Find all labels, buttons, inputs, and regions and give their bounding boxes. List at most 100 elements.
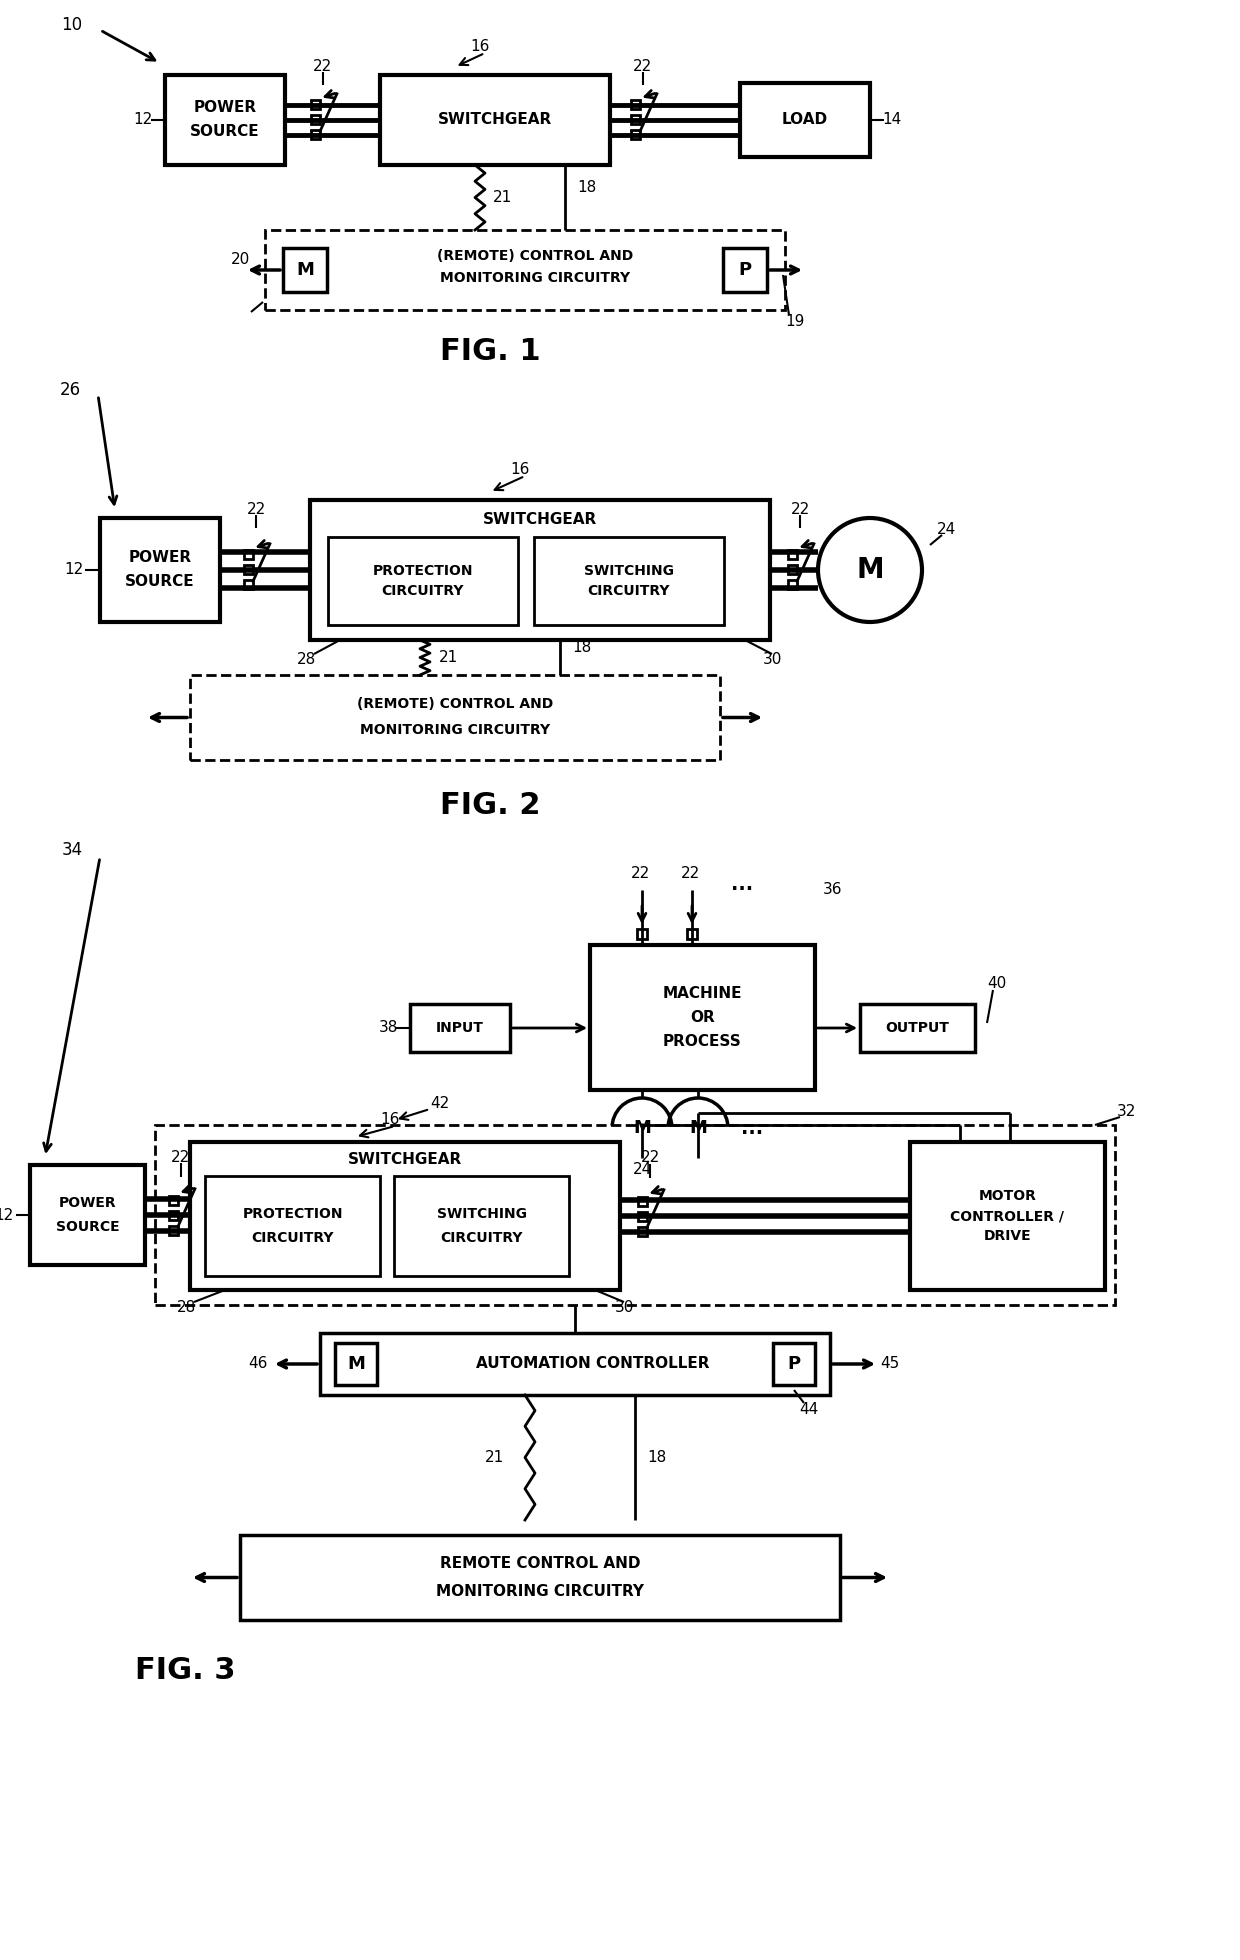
Bar xyxy=(379,74,610,165)
Text: AUTOMATION CONTROLLER: AUTOMATION CONTROLLER xyxy=(476,1356,709,1372)
Text: PROCESS: PROCESS xyxy=(663,1035,742,1049)
Text: 24: 24 xyxy=(632,1162,652,1178)
Text: DRIVE: DRIVE xyxy=(983,1229,1032,1243)
Text: 22: 22 xyxy=(790,502,810,517)
Text: 18: 18 xyxy=(647,1450,667,1464)
Text: CONTROLLER /: CONTROLLER / xyxy=(951,1209,1064,1223)
Text: SWITCHING: SWITCHING xyxy=(436,1207,527,1221)
Text: MOTOR: MOTOR xyxy=(978,1190,1037,1203)
Bar xyxy=(861,1004,975,1053)
Text: 34: 34 xyxy=(62,841,83,858)
Bar xyxy=(165,74,285,165)
Bar xyxy=(190,1143,620,1290)
Text: 28: 28 xyxy=(296,653,316,668)
Text: 21: 21 xyxy=(485,1450,505,1464)
Text: 22: 22 xyxy=(681,866,699,880)
Bar xyxy=(205,1176,379,1276)
Bar xyxy=(335,1343,377,1386)
Bar xyxy=(310,131,320,139)
Text: 21: 21 xyxy=(494,190,512,206)
Bar xyxy=(740,82,870,157)
Bar xyxy=(310,100,320,110)
Bar xyxy=(100,517,219,621)
Text: P: P xyxy=(787,1354,801,1374)
Bar xyxy=(787,566,796,574)
Text: 24: 24 xyxy=(937,523,956,537)
Bar xyxy=(30,1164,145,1264)
Bar xyxy=(243,566,253,574)
Text: POWER: POWER xyxy=(58,1196,117,1209)
Text: 10: 10 xyxy=(62,16,83,33)
Text: M: M xyxy=(347,1354,365,1374)
Bar xyxy=(910,1143,1105,1290)
Bar xyxy=(169,1196,177,1205)
Text: CIRCUITRY: CIRCUITRY xyxy=(588,584,671,598)
Bar xyxy=(637,1196,646,1205)
Bar xyxy=(265,229,785,310)
Bar xyxy=(723,249,768,292)
Text: POWER: POWER xyxy=(129,551,191,566)
Bar xyxy=(630,100,640,110)
Text: SWITCHING: SWITCHING xyxy=(584,564,675,578)
Text: 14: 14 xyxy=(883,112,901,127)
Text: 12: 12 xyxy=(64,563,83,578)
Bar xyxy=(687,929,697,939)
Bar xyxy=(329,537,518,625)
Text: MONITORING CIRCUITRY: MONITORING CIRCUITRY xyxy=(436,1584,644,1599)
Text: 22: 22 xyxy=(640,1151,660,1166)
Text: 40: 40 xyxy=(987,976,1007,992)
Text: SOURCE: SOURCE xyxy=(125,574,195,590)
Text: M: M xyxy=(296,261,314,278)
Bar xyxy=(394,1176,569,1276)
Text: 28: 28 xyxy=(176,1301,196,1315)
Text: 42: 42 xyxy=(430,1096,450,1111)
Text: M: M xyxy=(856,557,884,584)
Text: REMOTE CONTROL AND: REMOTE CONTROL AND xyxy=(440,1556,640,1572)
Text: 38: 38 xyxy=(378,1021,398,1035)
Text: 16: 16 xyxy=(381,1113,399,1127)
Text: P: P xyxy=(739,261,751,278)
Text: 30: 30 xyxy=(763,653,781,668)
Text: 16: 16 xyxy=(511,463,529,478)
Text: 18: 18 xyxy=(573,641,591,655)
Text: 20: 20 xyxy=(232,253,250,267)
Bar xyxy=(243,580,253,590)
Bar xyxy=(169,1225,177,1235)
Text: 21: 21 xyxy=(439,651,458,664)
Text: 36: 36 xyxy=(823,882,843,898)
Text: 12: 12 xyxy=(134,112,153,127)
Bar xyxy=(243,551,253,559)
Text: M: M xyxy=(689,1119,707,1137)
Text: 22: 22 xyxy=(171,1149,191,1164)
Text: SWITCHGEAR: SWITCHGEAR xyxy=(348,1152,463,1168)
Text: 22: 22 xyxy=(634,59,652,74)
Text: SOURCE: SOURCE xyxy=(56,1219,119,1235)
Bar xyxy=(637,1227,646,1235)
Bar xyxy=(630,116,640,125)
Bar xyxy=(241,1535,839,1621)
Text: M: M xyxy=(634,1119,651,1137)
Text: 45: 45 xyxy=(880,1356,900,1372)
Text: OUTPUT: OUTPUT xyxy=(885,1021,950,1035)
Text: CIRCUITRY: CIRCUITRY xyxy=(440,1231,523,1245)
Bar xyxy=(320,1333,830,1396)
Text: MACHINE: MACHINE xyxy=(662,986,743,1002)
Bar xyxy=(787,580,796,590)
Text: LOAD: LOAD xyxy=(782,112,828,127)
Text: FIG. 1: FIG. 1 xyxy=(440,337,541,367)
Bar xyxy=(590,945,815,1090)
Bar xyxy=(155,1125,1115,1305)
Text: 46: 46 xyxy=(248,1356,268,1372)
Text: SWITCHGEAR: SWITCHGEAR xyxy=(482,512,598,527)
Text: FIG. 2: FIG. 2 xyxy=(440,790,541,819)
Text: 16: 16 xyxy=(470,39,490,55)
Text: 22: 22 xyxy=(247,502,265,517)
Bar xyxy=(169,1211,177,1219)
Bar xyxy=(637,1211,646,1221)
Text: 26: 26 xyxy=(60,380,81,400)
Text: 19: 19 xyxy=(785,314,805,329)
Text: POWER: POWER xyxy=(193,100,257,116)
Bar xyxy=(190,674,720,760)
Text: SWITCHGEAR: SWITCHGEAR xyxy=(438,112,552,127)
Text: 22: 22 xyxy=(630,866,650,880)
